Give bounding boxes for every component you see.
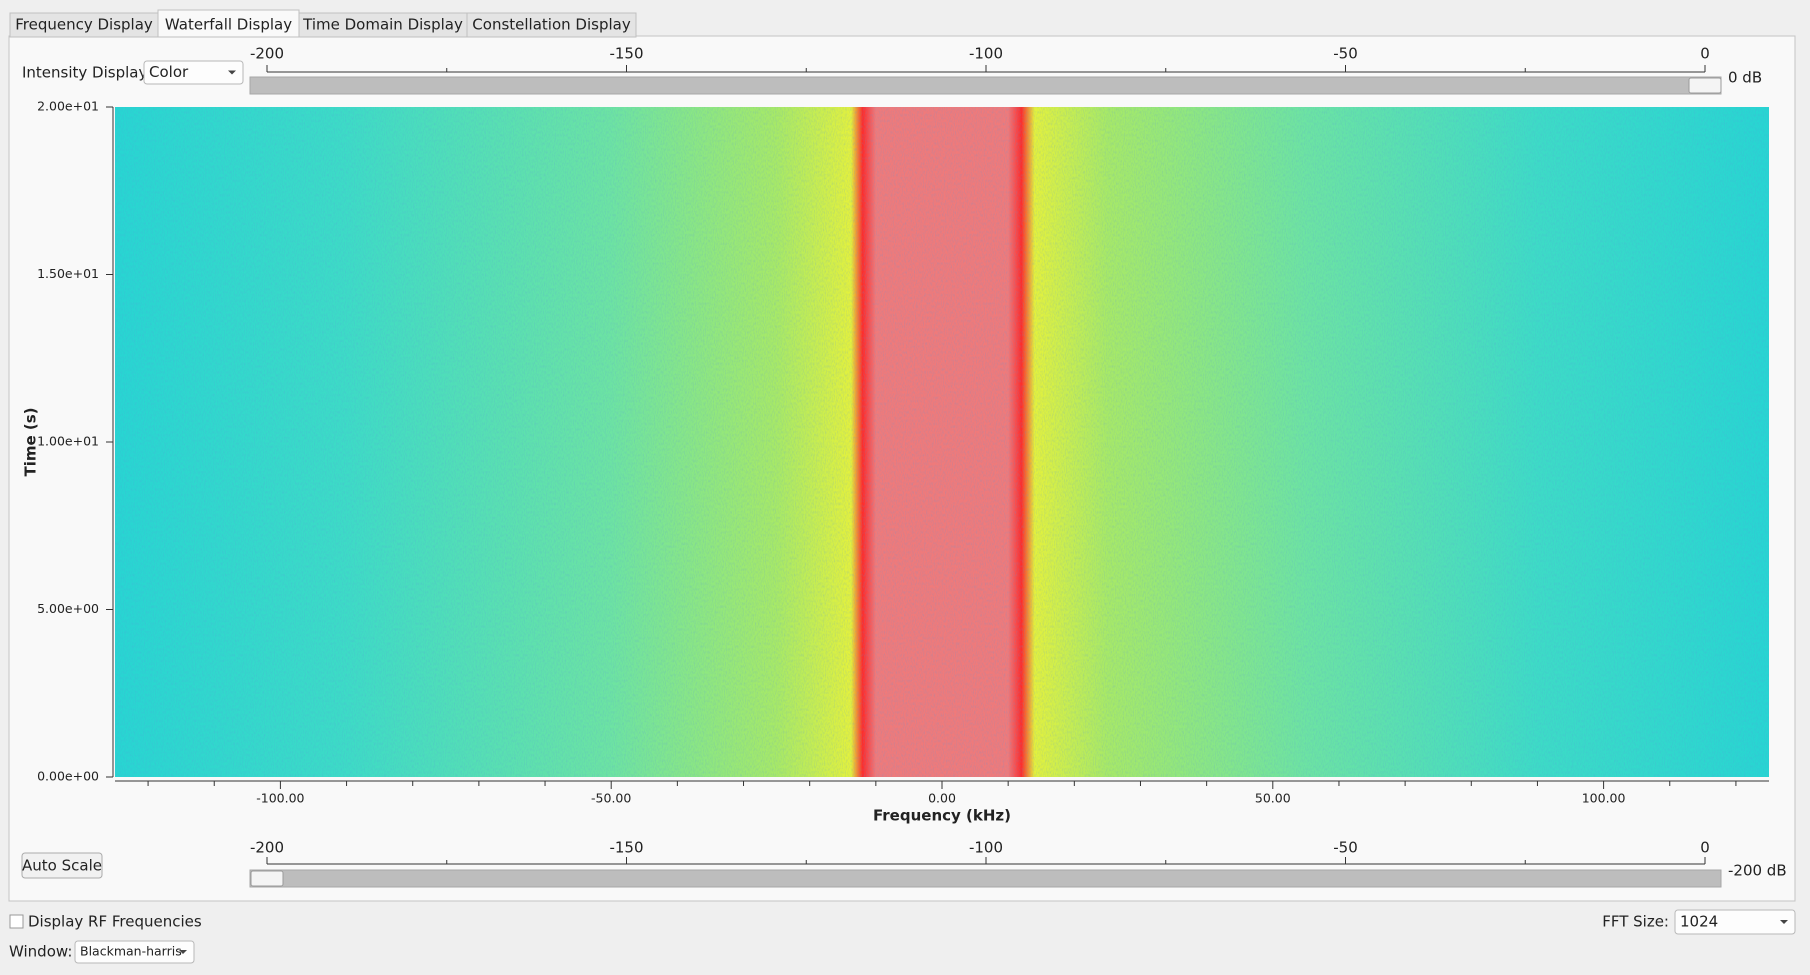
scale-tick-label: -150 (609, 45, 643, 63)
checkbox-label: Display RF Frequencies (28, 913, 202, 931)
tab[interactable] (298, 12, 468, 38)
x-tick-label: 0.00 (928, 791, 956, 806)
combo-arrow (1780, 920, 1788, 924)
y-tick-label: 5.00e+00 (37, 601, 99, 616)
x-tick-label: 100.00 (1582, 791, 1626, 806)
slider-handle[interactable] (1688, 77, 1722, 94)
tab-label: Constellation Display (472, 16, 631, 34)
tab[interactable] (157, 9, 300, 38)
y-tick-label: 0.00e+00 (37, 769, 99, 784)
combo-box[interactable] (1674, 909, 1796, 935)
x-tick-label: 50.00 (1255, 791, 1291, 806)
auto-scale-button[interactable] (21, 852, 103, 879)
slider-groove (249, 869, 1722, 888)
y-tick-label: 1.50e+01 (37, 266, 99, 281)
tab[interactable] (466, 12, 637, 38)
scale-tick-label: -100 (969, 45, 1003, 63)
slider-handle[interactable] (250, 870, 284, 887)
slider-value-label: 0 dB (1728, 69, 1762, 87)
slider-groove (249, 76, 1722, 95)
x-axis-label: Frequency (kHz) (873, 807, 1011, 825)
x-tick-label: -100.00 (256, 791, 304, 806)
scale-tick-label: 0 (1700, 839, 1710, 857)
combo-box[interactable] (143, 60, 244, 85)
y-tick-label: 1.00e+01 (37, 434, 99, 449)
combo-value: Blackman-harris (80, 944, 182, 959)
scale-tick-label: -150 (609, 839, 643, 857)
scale-tick-label: -50 (1333, 839, 1358, 857)
combo-box[interactable] (74, 940, 195, 964)
tab-label: Time Domain Display (302, 16, 463, 34)
checkbox[interactable] (9, 914, 24, 929)
scale-tick-label: -100 (969, 839, 1003, 857)
combo-value: 1024 (1680, 913, 1718, 931)
fft-size-label: FFT Size: (1602, 913, 1669, 931)
tab-label: Waterfall Display (165, 16, 292, 34)
x-tick-label: -50.00 (591, 791, 631, 806)
scale-tick-label: -50 (1333, 45, 1358, 63)
window-label: Window: (9, 943, 72, 961)
auto-scale-label: Auto Scale (22, 857, 102, 875)
combo-arrow (228, 70, 236, 75)
scale-tick-label: -200 (250, 839, 284, 857)
combo-arrow (179, 950, 187, 954)
y-tick-label: 2.00e+01 (37, 99, 99, 114)
scale-tick-label: 0 (1700, 45, 1710, 63)
tab[interactable] (9, 12, 159, 38)
scale-tick-label: -200 (250, 45, 284, 63)
slider-value-label: -200 dB (1728, 862, 1787, 880)
tab-label: Frequency Display (15, 16, 153, 34)
combo-value: Color (149, 63, 189, 81)
y-axis-label: Time (s) (22, 407, 40, 476)
waterfall-noise (115, 107, 1769, 777)
intensity-label: Intensity Display: (22, 64, 151, 82)
